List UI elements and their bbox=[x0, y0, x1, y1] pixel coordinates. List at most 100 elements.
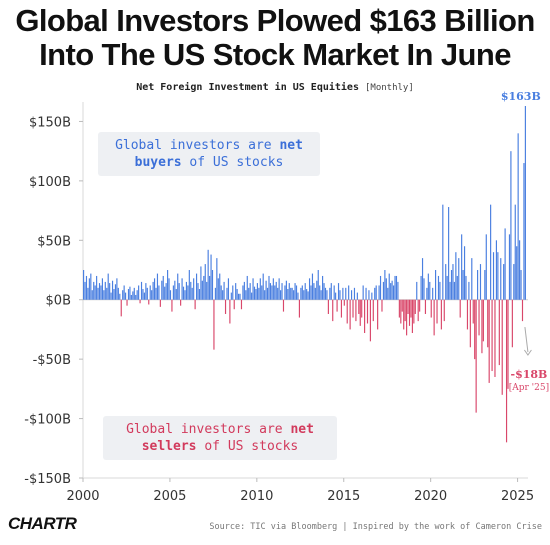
bar bbox=[511, 299, 513, 348]
bar bbox=[359, 299, 361, 326]
bar bbox=[142, 289, 144, 300]
bar bbox=[310, 285, 312, 300]
bar bbox=[251, 292, 253, 300]
bar bbox=[469, 299, 471, 348]
bar bbox=[322, 275, 324, 300]
bar bbox=[217, 278, 219, 300]
bar bbox=[394, 275, 396, 300]
bar bbox=[161, 280, 163, 300]
bar bbox=[468, 281, 470, 300]
bar bbox=[377, 299, 379, 330]
bar bbox=[301, 285, 303, 300]
bar bbox=[420, 275, 422, 300]
bar bbox=[193, 278, 195, 300]
bar bbox=[169, 290, 172, 300]
bar bbox=[229, 299, 231, 324]
bar bbox=[342, 287, 344, 300]
bar bbox=[145, 283, 147, 300]
bar bbox=[390, 283, 392, 300]
bar bbox=[83, 270, 85, 300]
bar bbox=[117, 287, 119, 300]
bar bbox=[326, 290, 328, 300]
bar bbox=[232, 285, 234, 300]
bar bbox=[519, 240, 521, 300]
bar bbox=[306, 289, 308, 300]
bar bbox=[384, 270, 386, 300]
low-pointer-arrow bbox=[524, 349, 532, 356]
bar bbox=[413, 299, 415, 324]
bar bbox=[355, 299, 357, 322]
bar bbox=[375, 285, 377, 300]
bar bbox=[290, 287, 292, 300]
bar bbox=[240, 299, 243, 310]
bar bbox=[436, 299, 438, 324]
bar bbox=[514, 204, 516, 300]
bar bbox=[143, 292, 145, 300]
bar bbox=[362, 285, 364, 300]
bar bbox=[104, 281, 106, 300]
bar bbox=[490, 204, 492, 300]
bar bbox=[127, 289, 130, 300]
bar bbox=[111, 280, 114, 300]
bar bbox=[427, 273, 429, 300]
bar bbox=[491, 299, 493, 372]
bar bbox=[85, 275, 88, 300]
bar bbox=[316, 280, 318, 300]
bar bbox=[195, 273, 198, 300]
bar bbox=[368, 290, 370, 300]
bar bbox=[335, 292, 337, 300]
y-tick-label: -$100B bbox=[24, 413, 71, 428]
bar bbox=[213, 299, 215, 350]
bar bbox=[365, 287, 367, 300]
bar bbox=[504, 228, 506, 300]
bar bbox=[388, 273, 390, 300]
bar bbox=[391, 280, 393, 300]
bar bbox=[175, 289, 177, 300]
bar bbox=[423, 278, 425, 300]
bar bbox=[492, 252, 495, 300]
chart-title: Global Investors Plowed $163 Billion Int… bbox=[0, 4, 550, 72]
bar bbox=[100, 285, 102, 300]
bar bbox=[378, 285, 380, 300]
bar bbox=[266, 287, 269, 300]
bar bbox=[164, 286, 166, 300]
bar bbox=[151, 290, 153, 300]
bar bbox=[456, 275, 458, 300]
bar bbox=[274, 285, 276, 300]
bar bbox=[158, 285, 160, 300]
bar bbox=[190, 281, 192, 300]
bar bbox=[343, 299, 345, 306]
bar bbox=[361, 299, 363, 318]
bar bbox=[271, 285, 273, 300]
bar bbox=[125, 292, 127, 300]
bar bbox=[495, 240, 498, 300]
sellers-annotation: Global investors are net sellers of US s… bbox=[103, 416, 337, 460]
bar bbox=[463, 246, 466, 300]
bar bbox=[429, 281, 431, 300]
bar bbox=[101, 278, 103, 300]
bar bbox=[126, 299, 128, 306]
bar bbox=[297, 292, 299, 300]
bar bbox=[421, 258, 424, 300]
bar bbox=[191, 287, 193, 300]
bar bbox=[426, 287, 428, 300]
bar bbox=[445, 264, 447, 300]
bar bbox=[374, 287, 376, 300]
bar bbox=[320, 290, 322, 300]
buyers-text-bold2: buyers bbox=[134, 155, 182, 170]
bar bbox=[353, 287, 356, 300]
bar bbox=[485, 234, 487, 300]
bar bbox=[416, 281, 418, 300]
source-note: Source: TIC via Bloomberg | Inspired by … bbox=[209, 522, 542, 532]
bar bbox=[465, 275, 467, 300]
bar bbox=[407, 299, 409, 314]
bar bbox=[303, 290, 305, 300]
bar bbox=[90, 273, 92, 300]
bar bbox=[203, 275, 205, 300]
bar bbox=[336, 299, 338, 312]
bar bbox=[258, 287, 260, 300]
bar bbox=[152, 281, 154, 300]
bar bbox=[398, 299, 400, 318]
bar bbox=[437, 275, 440, 300]
bar bbox=[488, 299, 490, 383]
